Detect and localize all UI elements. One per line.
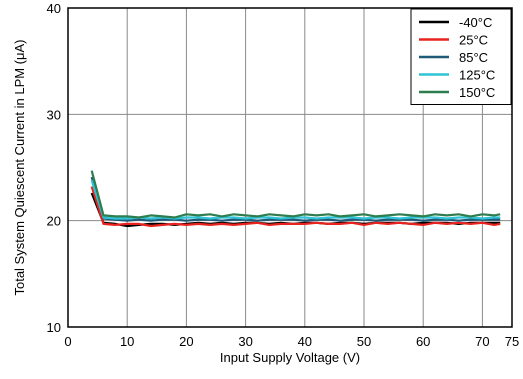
- x-tick-label: 10: [120, 334, 134, 349]
- x-tick-label: 20: [179, 334, 193, 349]
- legend-label: 85°C: [459, 50, 488, 65]
- x-tick-label: 60: [416, 334, 430, 349]
- y-tick-label: 30: [47, 107, 61, 122]
- legend-label: 25°C: [459, 33, 488, 48]
- x-tick-label: 50: [357, 334, 371, 349]
- legend: -40°C 25°C 85°C 125°C 150°C: [410, 8, 512, 105]
- series-group: [90, 170, 501, 228]
- x-tick-label: 75: [505, 334, 519, 349]
- series-line-85c: [90, 176, 501, 222]
- legend-box: [410, 8, 512, 105]
- y-tick-label: 20: [47, 214, 61, 229]
- x-tick-label: 40: [298, 334, 312, 349]
- series-line-150c: [90, 170, 501, 219]
- y-tick-label: 40: [47, 1, 61, 16]
- legend-label: -40°C: [459, 15, 492, 30]
- series-line-125c: [90, 179, 501, 220]
- y-axis-label: Total System Quiescent Current in LPM (μ…: [12, 39, 27, 295]
- x-tick-label: 30: [238, 334, 252, 349]
- x-axis-label: Input Supply Voltage (V): [220, 350, 360, 365]
- x-tick-label: 70: [475, 334, 489, 349]
- legend-label: 125°C: [459, 68, 495, 83]
- y-tick-label: 10: [47, 320, 61, 335]
- legend-label: 150°C: [459, 85, 495, 100]
- x-tick-label: 0: [64, 334, 71, 349]
- series-line-25c: [90, 186, 501, 228]
- plot-frame: [67, 7, 513, 328]
